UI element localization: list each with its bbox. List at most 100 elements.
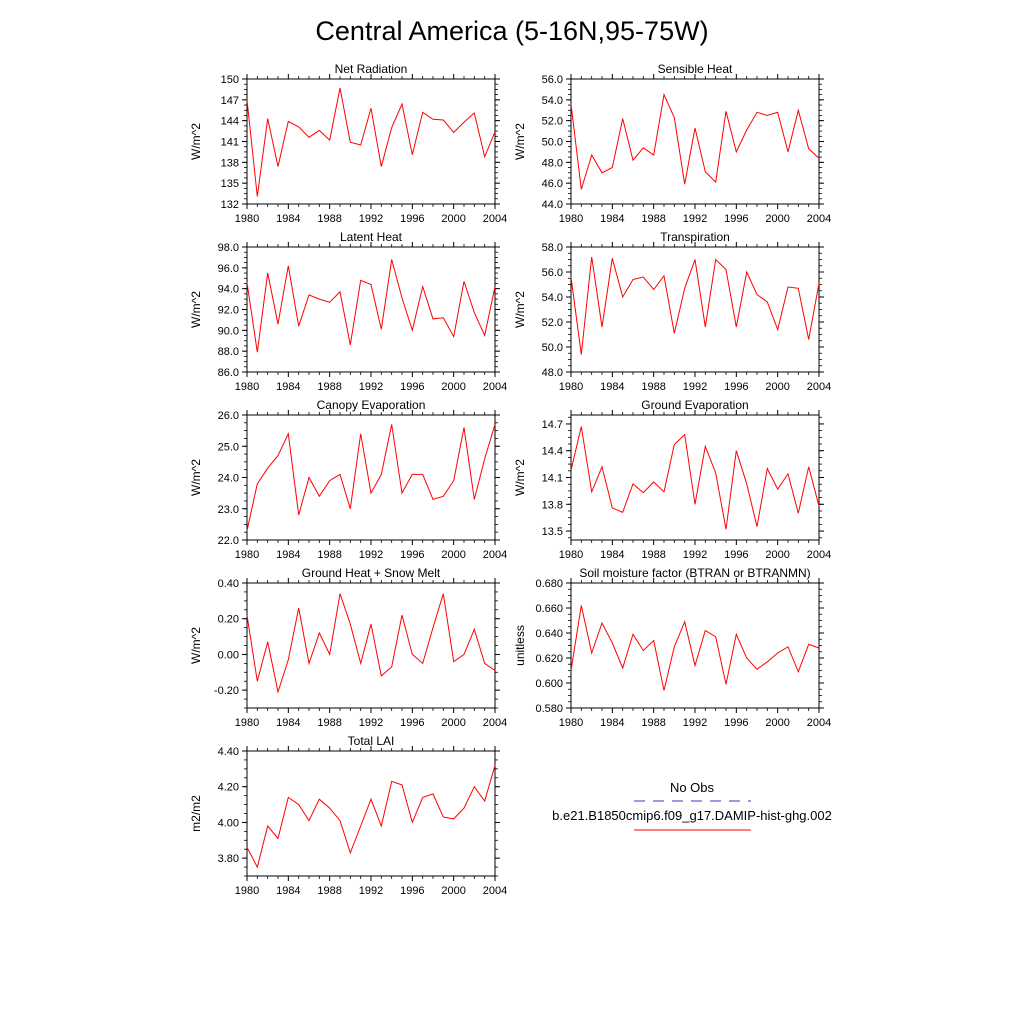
x-tick-label: 2000 <box>441 549 465 561</box>
y-tick-label: 147 <box>221 95 239 107</box>
y-tick-label: 4.40 <box>218 746 239 758</box>
y-axis-label: W/m^2 <box>189 123 203 160</box>
plot-frame <box>246 414 496 541</box>
y-tick-label: 141 <box>221 137 239 149</box>
x-tick-label: 1984 <box>600 213 624 225</box>
y-tick-label: 46.0 <box>542 178 563 190</box>
plot-frame <box>570 414 820 541</box>
x-tick-label: 1988 <box>641 717 665 729</box>
panel-title: Canopy Evaporation <box>317 398 426 412</box>
y-tick-label: 3.80 <box>218 853 239 865</box>
x-tick-label: 1996 <box>400 549 424 561</box>
y-tick-label: 44.0 <box>542 199 563 211</box>
y-tick-label: 48.0 <box>542 367 563 379</box>
x-tick-label: 1996 <box>400 213 424 225</box>
x-tick-label: 1992 <box>683 717 707 729</box>
y-tick-label: 144 <box>221 116 239 128</box>
x-tick-label: 1996 <box>724 213 748 225</box>
y-tick-label: 0.680 <box>535 578 563 590</box>
x-tick-label: 1980 <box>235 213 259 225</box>
plot-frame <box>570 246 820 373</box>
x-tick-label: 1984 <box>276 213 300 225</box>
x-tick-label: 2000 <box>765 717 789 729</box>
chart-panel: Soil moisture factor (BTRAN or BTRANMN) 0… <box>513 566 831 729</box>
plot-frame <box>570 78 820 205</box>
chart-panel: Ground Heat + Snow Melt -0.20 0.00 0.20 0.40… <box>189 566 507 729</box>
x-tick-label: 1984 <box>276 717 300 729</box>
chart-panel: Transpiration 48.0 50.0 52.0 54.0 56.0 58.0 198… <box>513 230 831 393</box>
series-line <box>570 256 820 355</box>
x-tick-label: 1980 <box>235 381 259 393</box>
y-tick-label: 13.8 <box>542 499 563 511</box>
y-axis-label: W/m^2 <box>513 123 527 160</box>
y-tick-label: 92.0 <box>218 305 239 317</box>
x-tick-label: 2000 <box>441 885 465 897</box>
x-tick-label: 1992 <box>359 213 383 225</box>
plot-frame <box>570 582 820 709</box>
series-line <box>570 92 820 190</box>
y-tick-label: 14.1 <box>542 473 563 485</box>
x-tick-label: 1996 <box>400 381 424 393</box>
figure-title: Central America (5-16N,95-75W) <box>315 16 708 46</box>
y-tick-label: 86.0 <box>218 367 239 379</box>
x-tick-label: 1992 <box>359 381 383 393</box>
chart-panel: Sensible Heat 44.0 46.0 48.0 50.0 52.0 54.0 56.… <box>513 62 831 225</box>
x-tick-label: 2000 <box>765 213 789 225</box>
x-tick-label: 1996 <box>400 717 424 729</box>
y-tick-label: 54.0 <box>542 95 563 107</box>
x-tick-label: 1980 <box>235 717 259 729</box>
y-axis-label: m2/m2 <box>189 795 203 832</box>
y-tick-label: 0.40 <box>218 578 239 590</box>
x-tick-label: 1988 <box>317 213 341 225</box>
x-tick-label: 2004 <box>483 381 507 393</box>
x-tick-label: 1988 <box>317 549 341 561</box>
y-tick-label: 13.5 <box>542 526 563 538</box>
panel-title: Net Radiation <box>335 62 408 76</box>
x-tick-label: 1984 <box>600 549 624 561</box>
y-axis-label: W/m^2 <box>189 627 203 664</box>
x-tick-label: 1992 <box>683 549 707 561</box>
y-tick-label: 94.0 <box>218 284 239 296</box>
y-tick-label: 23.0 <box>218 504 239 516</box>
y-tick-label: 26.0 <box>218 410 239 422</box>
y-axis-label: W/m^2 <box>513 291 527 328</box>
y-tick-label: 0.640 <box>535 628 563 640</box>
y-axis-label: W/m^2 <box>189 291 203 328</box>
panel-title: Ground Heat + Snow Melt <box>302 566 441 580</box>
panel-title: Latent Heat <box>340 230 403 244</box>
x-tick-label: 1988 <box>317 717 341 729</box>
y-tick-label: 48.0 <box>542 157 563 169</box>
y-tick-label: 54.0 <box>542 292 563 304</box>
x-tick-label: 1980 <box>559 213 583 225</box>
y-tick-label: 25.0 <box>218 441 239 453</box>
y-tick-label: 14.7 <box>542 419 563 431</box>
y-tick-label: 90.0 <box>218 325 239 337</box>
x-tick-label: 1988 <box>641 381 665 393</box>
series-line <box>246 424 496 531</box>
chart-panel: Total LAI 3.80 4.00 4.20 4.40 1980 1984 1988 199… <box>189 734 507 897</box>
y-axis-label: W/m^2 <box>513 459 527 496</box>
x-tick-label: 2000 <box>765 381 789 393</box>
x-tick-label: 2000 <box>765 549 789 561</box>
x-tick-label: 1992 <box>683 213 707 225</box>
series-line <box>246 259 496 353</box>
series-line <box>570 426 820 530</box>
y-tick-label: 0.00 <box>218 649 239 661</box>
x-tick-label: 1984 <box>276 549 300 561</box>
x-tick-label: 1992 <box>683 381 707 393</box>
chart-panel: Net Radiation 132 135 138 141 144 147 150 1980 19… <box>189 62 507 225</box>
x-tick-label: 1984 <box>600 717 624 729</box>
x-tick-label: 1996 <box>724 717 748 729</box>
legend-obs-label: No Obs <box>670 780 715 795</box>
y-axis-label: unitless <box>513 625 527 666</box>
x-tick-label: 2000 <box>441 717 465 729</box>
plot-frame <box>246 582 496 709</box>
y-tick-label: 0.20 <box>218 614 239 626</box>
x-tick-label: 1996 <box>400 885 424 897</box>
legend: No Obs b.e21.B1850cmip6.f09_g17.DAMIP-hi… <box>552 780 832 831</box>
x-tick-label: 1980 <box>235 885 259 897</box>
x-tick-label: 1980 <box>559 549 583 561</box>
panel-title: Sensible Heat <box>658 62 733 76</box>
x-tick-label: 1992 <box>359 549 383 561</box>
y-tick-label: 24.0 <box>218 473 239 485</box>
